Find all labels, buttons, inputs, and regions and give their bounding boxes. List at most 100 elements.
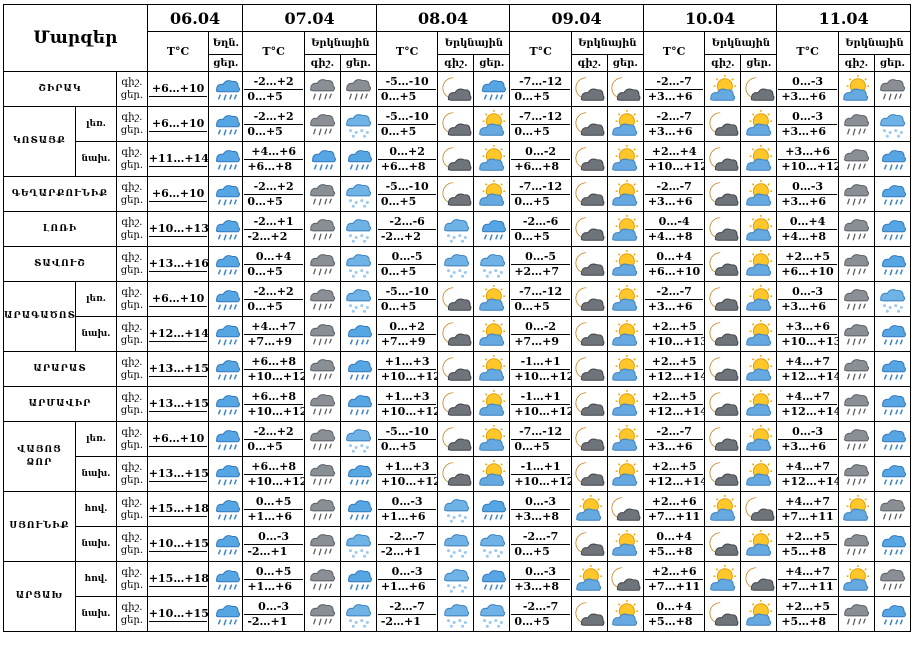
temperature-cell: +15…+18 <box>146 491 210 527</box>
sun-cloud-icon <box>478 389 505 416</box>
day-temp: +12…+14 <box>781 474 839 488</box>
night-cloud-icon <box>442 357 472 381</box>
weather-icon-cell <box>303 141 341 177</box>
day-temp: +12…+14 <box>647 404 705 418</box>
night-temp: +15…+18 <box>148 571 209 587</box>
night-temp: 0…-3 <box>778 110 837 125</box>
weather-icon-cell <box>873 491 912 527</box>
weather-icon-cell <box>339 141 377 177</box>
rain-cloud-icon <box>844 394 870 416</box>
day-temp: 0…+5 <box>247 194 283 208</box>
day-subheader: ցեր. <box>473 54 511 72</box>
weather-icon-cell <box>303 281 341 317</box>
night-label: գիշ. <box>121 497 143 508</box>
zone-label: լեռ. <box>74 421 117 457</box>
day-temp: +1…+6 <box>247 579 293 593</box>
weather-icon-cell <box>473 491 511 527</box>
rain-icon <box>882 430 907 451</box>
night-temp: 0…+4 <box>244 250 303 265</box>
weather-icon-cell <box>740 141 778 177</box>
weather-icon-cell <box>704 141 742 177</box>
temperature-cell: -7…-12 0…+5 <box>509 106 572 142</box>
weather-icon-cell <box>570 281 608 317</box>
night-temp: +1…+3 <box>377 460 437 475</box>
night-label: գիշ. <box>121 567 143 578</box>
temperature-cell: -2…-6 0…+5 <box>509 211 572 247</box>
weather-icon-cell <box>570 351 608 387</box>
temperature-cell: -2…-7 +3…+6 <box>642 176 706 212</box>
rain-icon <box>882 325 907 346</box>
night-subheader: գիշ. <box>837 54 875 72</box>
temperature-cell: -7…-12 0…+5 <box>509 71 572 107</box>
rain-icon <box>882 360 907 381</box>
weather-icon-cell <box>704 211 742 247</box>
temperature-cell: +4…+7 +12…+14 <box>776 456 839 492</box>
night-cloud-icon <box>745 567 775 591</box>
weather-icon-cell <box>570 561 608 597</box>
night-temp: -2…-7 <box>644 75 704 90</box>
sun-cloud-icon <box>612 144 639 171</box>
night-temp: -2…-6 <box>511 215 570 230</box>
day-temp: +7…+9 <box>380 334 426 348</box>
night-temp: +6…+10 <box>148 82 208 97</box>
rain-icon <box>348 325 373 346</box>
temperature-cell: 0…+4 +5…+8 <box>642 526 706 562</box>
weather-icon-cell <box>473 456 511 492</box>
snow-icon <box>880 114 906 138</box>
temperature-header: T°C <box>375 31 439 72</box>
weather-icon-cell <box>339 106 377 142</box>
temperature-header: T°C <box>146 31 210 72</box>
day-temp: +10…+12 <box>247 474 305 488</box>
night-cloud-icon <box>709 182 739 206</box>
temperature-cell: 0…-3 -2…+1 <box>242 526 305 562</box>
time-of-day-label: գիշ. ցեր. <box>115 421 148 457</box>
night-temp: +3…+6 <box>778 145 837 160</box>
sun-cloud-icon <box>478 144 505 171</box>
temperature-cell: +12…+14 <box>146 316 210 352</box>
night-temp: +10…+13 <box>148 221 209 237</box>
weather-icon-cell <box>740 526 778 562</box>
weather-icon-cell <box>208 281 244 317</box>
night-temp: -7…-12 <box>511 285 570 300</box>
day-temp: +10…+12 <box>647 159 705 173</box>
rain-cloud-icon <box>844 219 870 241</box>
weather-icon-cell <box>303 316 341 352</box>
day-temp: +3…+6 <box>647 439 693 453</box>
day-temp: +7…+9 <box>514 334 560 348</box>
day-temp: +3…+6 <box>781 439 827 453</box>
weather-icon-cell <box>570 491 608 527</box>
temperature-cell: 0…-2 +6…+8 <box>509 141 572 177</box>
region-name: ՎԱՅՈՑ ՁՈՐ <box>3 421 76 492</box>
temperature-cell: -7…-12 0…+5 <box>509 281 572 317</box>
weather-icon-cell <box>606 246 644 282</box>
night-label: գիշ. <box>121 287 143 298</box>
rain-icon <box>348 465 373 486</box>
snow-icon <box>346 289 372 313</box>
weather-icon-cell <box>473 211 511 247</box>
temperature-cell: +2…+5 +12…+14 <box>642 386 706 422</box>
night-temp: -2…+2 <box>244 110 303 125</box>
time-of-day-label: գիշ. ցեր. <box>115 351 148 387</box>
rain-icon <box>216 465 241 486</box>
weather-icon-cell <box>606 526 644 562</box>
day-temp: +4…+8 <box>781 229 827 243</box>
table-row: ԳԵՂԱՐՔՈՒՆԻՔ գիշ. ցեր. +6…+10 -2…+2 0…+5 -5…-10… <box>3 176 912 212</box>
day-temp: +12…+14 <box>781 369 839 383</box>
temperature-cell: +10…+15 <box>146 526 210 562</box>
weather-icon-cell <box>873 386 912 422</box>
day-temp: 0…+5 <box>514 299 550 313</box>
temperature-cell: 0…-3 +1…+6 <box>375 491 439 527</box>
time-of-day-label: գիշ. ցեր. <box>115 456 148 492</box>
weather-icon-cell <box>570 386 608 422</box>
night-cloud-icon <box>745 497 775 521</box>
night-label: գիշ. <box>121 322 143 333</box>
night-temp: -2…+2 <box>244 425 303 440</box>
weather-icon-cell <box>740 561 778 597</box>
day-subheader: ցեր. <box>606 54 644 72</box>
weather-icon-cell <box>704 561 742 597</box>
rain-cloud-icon <box>880 79 906 101</box>
forecast-page: Մարզեր 06.04 07.04 08.04 09.04 10.04 11.… <box>3 4 912 632</box>
temperature-cell: 0…-3 +3…+8 <box>509 491 572 527</box>
weather-icon-cell <box>303 71 341 107</box>
temperature-cell: -2…+2 0…+5 <box>242 176 305 212</box>
